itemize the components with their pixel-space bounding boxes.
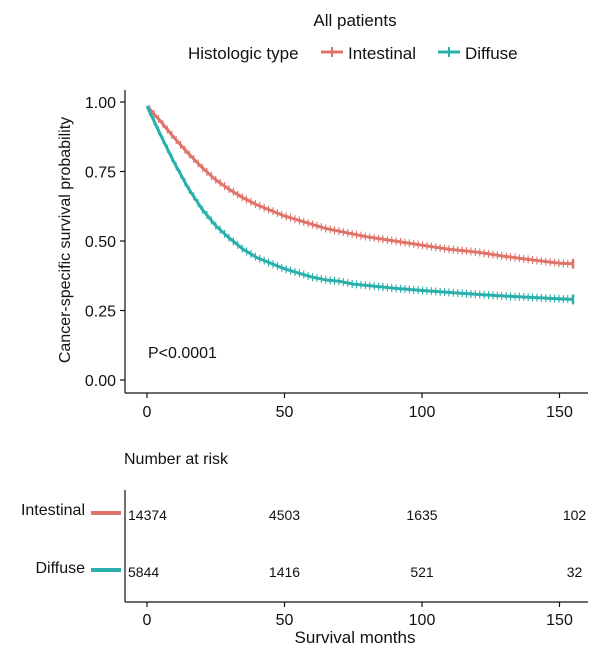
chart-title: All patients [313, 11, 396, 30]
legend-title: Histologic type [188, 44, 299, 63]
risk-cell: 32 [567, 564, 583, 580]
risk-cell: 1416 [269, 564, 300, 580]
risk-row-label-intestinal: Intestinal [21, 502, 85, 519]
risk-cell: 4503 [269, 507, 300, 523]
risk-row-intestinal: Intestinal [21, 502, 121, 519]
risk-cell: 521 [410, 564, 434, 580]
risk-x-tick-label: 50 [276, 612, 294, 629]
risk-cell: 102 [563, 507, 587, 523]
x-tick-label: 50 [276, 404, 294, 421]
risk-row-label-diffuse: Diffuse [35, 560, 85, 577]
y-axis-label: Cancer-specific survival probability [57, 117, 74, 363]
y-tick-label: 0.00 [85, 373, 116, 390]
risk-cell: 5844 [128, 564, 159, 580]
risk-x-tick-label: 0 [143, 612, 152, 629]
y-tick-label: 0.50 [85, 234, 116, 251]
risk-x-tick-label: 150 [546, 612, 573, 629]
legend-label-intestinal: Intestinal [348, 44, 416, 63]
legend-item-diffuse: Diffuse [438, 44, 518, 63]
risk-table-title: Number at risk [124, 451, 229, 468]
x-tick-label: 100 [409, 404, 436, 421]
x-tick-label: 0 [143, 404, 152, 421]
censor-marks-diffuse [149, 108, 573, 304]
legend-label-diffuse: Diffuse [465, 44, 518, 63]
risk-x-tick-label: 100 [409, 612, 436, 629]
x-tick-label: 150 [546, 404, 573, 421]
risk-row-diffuse: Diffuse [35, 560, 121, 577]
y-tick-label: 0.25 [85, 304, 116, 321]
survival-curve-diffuse [145, 105, 574, 301]
y-tick-label: 1.00 [85, 95, 116, 112]
x-axis-label: Survival months [295, 628, 416, 647]
survival-curve-intestinal [145, 105, 574, 266]
legend-item-intestinal: Intestinal [321, 44, 416, 63]
censor-marks-intestinal [149, 105, 573, 268]
risk-cell: 1635 [406, 507, 437, 523]
y-tick-label: 0.75 [85, 165, 116, 182]
risk-cell: 14374 [128, 507, 167, 523]
p-value-annotation: P<0.0001 [148, 345, 217, 362]
